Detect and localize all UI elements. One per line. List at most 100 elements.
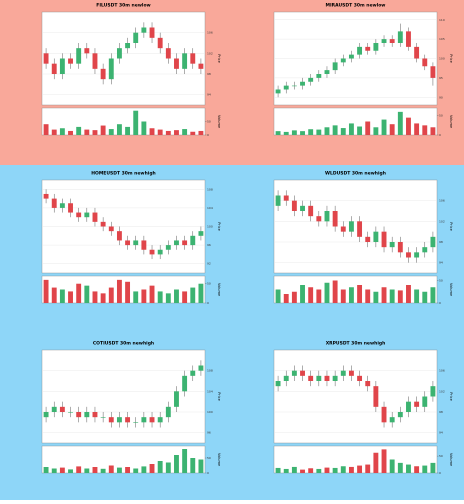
candle-body — [92, 53, 98, 69]
volume-bar — [174, 455, 179, 473]
volume-tick-label: 50 — [207, 282, 211, 286]
candle-body — [373, 231, 379, 242]
y-tick-label: 106 — [439, 199, 445, 203]
candle-body — [141, 417, 147, 423]
volume-bar — [414, 289, 420, 303]
candle-body — [165, 48, 171, 59]
volume-tick-label: 50 — [207, 456, 211, 460]
volume-bar — [365, 289, 371, 303]
volume-bar — [373, 127, 379, 135]
candle-body — [108, 58, 114, 80]
candle-body — [414, 401, 420, 407]
volume-tick-label: 50 — [439, 454, 443, 458]
volume-panel — [41, 107, 206, 136]
y-tick-label: 94 — [207, 93, 211, 97]
volume-bar — [348, 466, 354, 473]
volume-axis-label: Volume — [449, 453, 453, 466]
volume-bar — [190, 131, 196, 135]
candle-body — [92, 412, 98, 418]
volume-bar — [59, 128, 65, 135]
volume-bar — [422, 465, 428, 473]
volume-bar — [92, 467, 98, 473]
volume-bar — [324, 127, 330, 135]
volume-bar — [275, 289, 281, 303]
candle-body — [348, 370, 354, 376]
candle-body — [116, 417, 122, 423]
volume-bar — [389, 459, 395, 473]
candle-body — [422, 58, 428, 67]
volume-bar — [182, 449, 188, 473]
volume-bar — [108, 465, 114, 473]
candle-body — [414, 46, 420, 59]
volume-bar — [157, 291, 163, 303]
candle-body — [133, 240, 139, 246]
volume-bar — [59, 289, 65, 303]
volume-bar — [68, 291, 73, 303]
volume-bar — [165, 293, 171, 303]
candle-body — [125, 417, 131, 423]
volume-bar — [165, 462, 171, 473]
volume-bar — [291, 466, 297, 473]
volume-bar — [116, 124, 122, 135]
volume-bar — [157, 129, 163, 135]
candle-body — [100, 221, 106, 227]
volume-bar — [198, 130, 204, 135]
volume-bar — [406, 464, 411, 473]
volume-bar — [51, 287, 57, 303]
candle-body — [190, 235, 196, 246]
candle-body — [340, 370, 346, 376]
volume-bar — [300, 285, 305, 303]
volume-bar — [59, 467, 65, 473]
volume-bar — [389, 124, 395, 135]
candle-body — [430, 386, 436, 397]
candle-body — [100, 68, 106, 80]
volume-tick-label: 50 — [439, 279, 443, 283]
chart-title: COTIUSDT 30m newhigh — [93, 341, 154, 347]
candle-body — [190, 370, 196, 376]
volume-bar — [365, 464, 371, 473]
candle-body — [108, 226, 114, 232]
candle-body — [275, 195, 281, 206]
volume-bar — [340, 466, 346, 473]
volume-bar — [125, 467, 131, 473]
candle-body — [174, 391, 179, 407]
y-tick-label: 108 — [207, 187, 213, 191]
candle-body — [283, 85, 289, 90]
candle-body — [59, 58, 65, 74]
volume-bar — [406, 117, 411, 135]
volume-bar — [174, 130, 179, 135]
volume-bar — [125, 281, 131, 303]
volume-bar — [149, 464, 155, 473]
volume-bar — [406, 285, 411, 303]
candle-body — [406, 31, 411, 47]
volume-bar — [414, 466, 420, 473]
candle-body — [397, 242, 403, 253]
candle-body — [430, 66, 436, 78]
y-axis-label: Price — [449, 222, 453, 231]
volume-bar — [43, 279, 49, 303]
volume-axis-label: Volume — [217, 115, 221, 128]
volume-bar — [51, 129, 57, 135]
candle-body — [149, 417, 155, 423]
price-panel — [41, 349, 206, 444]
y-tick-label: 102 — [207, 51, 213, 55]
candle-body — [76, 48, 82, 64]
volume-bar — [357, 126, 363, 135]
candle-body — [198, 365, 204, 371]
candle-body — [165, 406, 171, 418]
candle-body — [92, 212, 98, 222]
volume-bar — [141, 289, 147, 303]
candle-body — [141, 240, 147, 250]
y-axis-label: Price — [217, 54, 221, 63]
volume-bar — [100, 125, 106, 135]
candle-body — [365, 236, 371, 242]
candle-body — [291, 85, 297, 87]
candle-body — [174, 58, 179, 69]
chart-title: XRPUSDT 30m newhigh — [326, 341, 386, 347]
volume-tick-label: 0 — [207, 471, 209, 475]
candle-body — [116, 231, 122, 241]
volume-bar — [324, 467, 330, 473]
candle-body — [76, 412, 82, 418]
volume-bar — [291, 291, 297, 303]
volume-panel — [273, 107, 438, 136]
